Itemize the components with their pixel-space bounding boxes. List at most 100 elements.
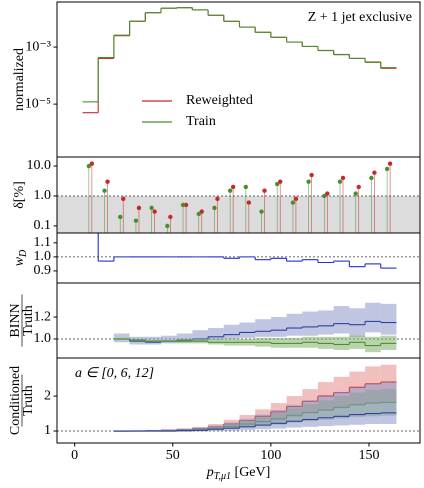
point xyxy=(290,200,296,205)
y-tick-label: 10.0 xyxy=(27,158,52,173)
error-band xyxy=(349,387,366,425)
y-label-numerator: Conditioned xyxy=(8,366,23,435)
error-band xyxy=(176,333,193,343)
error-band xyxy=(239,322,256,338)
legend-label: Train xyxy=(186,114,216,129)
point xyxy=(387,161,393,166)
y-tick-label: 1.0 xyxy=(34,331,52,346)
y-label-denominator: Truth xyxy=(21,305,36,336)
y-tick-label: 1.2 xyxy=(34,309,52,324)
y-tick-label: 10⁻⁵ xyxy=(25,96,51,111)
y-axis-label: normalized xyxy=(12,48,27,111)
error-band xyxy=(349,308,366,337)
point xyxy=(165,223,170,229)
plot-area xyxy=(57,233,420,269)
step-riser xyxy=(97,7,382,102)
error-band xyxy=(270,317,287,337)
x-tick-label: 50 xyxy=(166,448,180,463)
error-band xyxy=(239,418,256,430)
y-label-sub: D xyxy=(18,249,29,258)
x-tick-label: 150 xyxy=(358,448,379,463)
y-tick-label: 0.1 xyxy=(34,218,52,233)
point xyxy=(275,181,280,187)
error-band xyxy=(192,330,209,342)
chart-title: Z + 1 jet exclusive xyxy=(308,10,412,25)
point xyxy=(133,218,139,223)
point xyxy=(372,170,377,175)
legend-label: Reweighted xyxy=(186,93,253,108)
point xyxy=(199,209,204,214)
error-band xyxy=(223,422,240,431)
point xyxy=(337,179,343,184)
point xyxy=(196,211,201,217)
point xyxy=(322,193,327,199)
y-tick-label: 1 xyxy=(44,423,51,438)
error-band xyxy=(333,391,350,426)
error-band xyxy=(160,335,177,344)
y-tick-label: 1.0 xyxy=(34,188,52,203)
error-band xyxy=(302,400,318,427)
error-band xyxy=(317,396,334,427)
point xyxy=(105,179,110,184)
point xyxy=(168,214,173,220)
axes-frame xyxy=(56,1,421,158)
error-band xyxy=(208,425,224,432)
error-band xyxy=(270,410,287,429)
error-band xyxy=(286,313,303,336)
error-band xyxy=(286,404,303,428)
error-band xyxy=(333,306,350,334)
point xyxy=(152,209,157,214)
error-band xyxy=(302,311,318,336)
y-axis-label: δ[%] xyxy=(12,181,27,209)
point xyxy=(180,202,186,208)
point xyxy=(212,205,217,211)
error-band xyxy=(223,324,240,340)
point xyxy=(278,179,283,184)
point xyxy=(215,196,220,202)
x-label-unit: [GeV] xyxy=(231,465,270,480)
point xyxy=(384,166,390,172)
point xyxy=(369,175,374,181)
x-axis-label: pT,μ1 [GeV] xyxy=(206,465,271,482)
y-label-denominator: Truth xyxy=(21,385,36,416)
plot-area xyxy=(82,7,397,114)
error-band xyxy=(365,383,381,425)
axes-frame xyxy=(56,357,421,444)
point xyxy=(86,163,92,169)
x-tick-label: 100 xyxy=(260,448,281,463)
y-label-numerator: BINN xyxy=(8,303,23,337)
y-tick-label: 2 xyxy=(44,388,51,403)
error-band xyxy=(380,382,397,425)
error-band xyxy=(255,319,271,337)
x-label-sub: T,μ1 xyxy=(214,471,231,482)
error-band xyxy=(380,303,397,335)
y-tick-label: 10⁻³ xyxy=(25,39,51,54)
error-band xyxy=(192,427,209,432)
x-label-main: p xyxy=(206,465,214,480)
point xyxy=(118,214,123,220)
step-riser xyxy=(176,412,382,432)
shaded-region xyxy=(57,195,420,233)
point xyxy=(293,196,299,202)
x-tick-label: 0 xyxy=(71,448,78,463)
plot-area xyxy=(57,364,420,432)
plot-area xyxy=(57,161,420,233)
error-band xyxy=(208,328,224,341)
error-band xyxy=(317,310,334,335)
plot-area xyxy=(57,302,420,353)
point xyxy=(149,205,154,211)
error-band xyxy=(365,336,381,353)
point xyxy=(309,172,314,178)
y-tick-label: 1.0 xyxy=(34,249,52,264)
error-band xyxy=(255,414,271,430)
point xyxy=(227,188,233,193)
y-tick-label: 1.1 xyxy=(34,235,52,250)
error-band xyxy=(365,302,381,333)
point xyxy=(136,205,142,211)
point xyxy=(121,196,126,202)
point xyxy=(340,175,346,181)
point xyxy=(102,188,107,193)
